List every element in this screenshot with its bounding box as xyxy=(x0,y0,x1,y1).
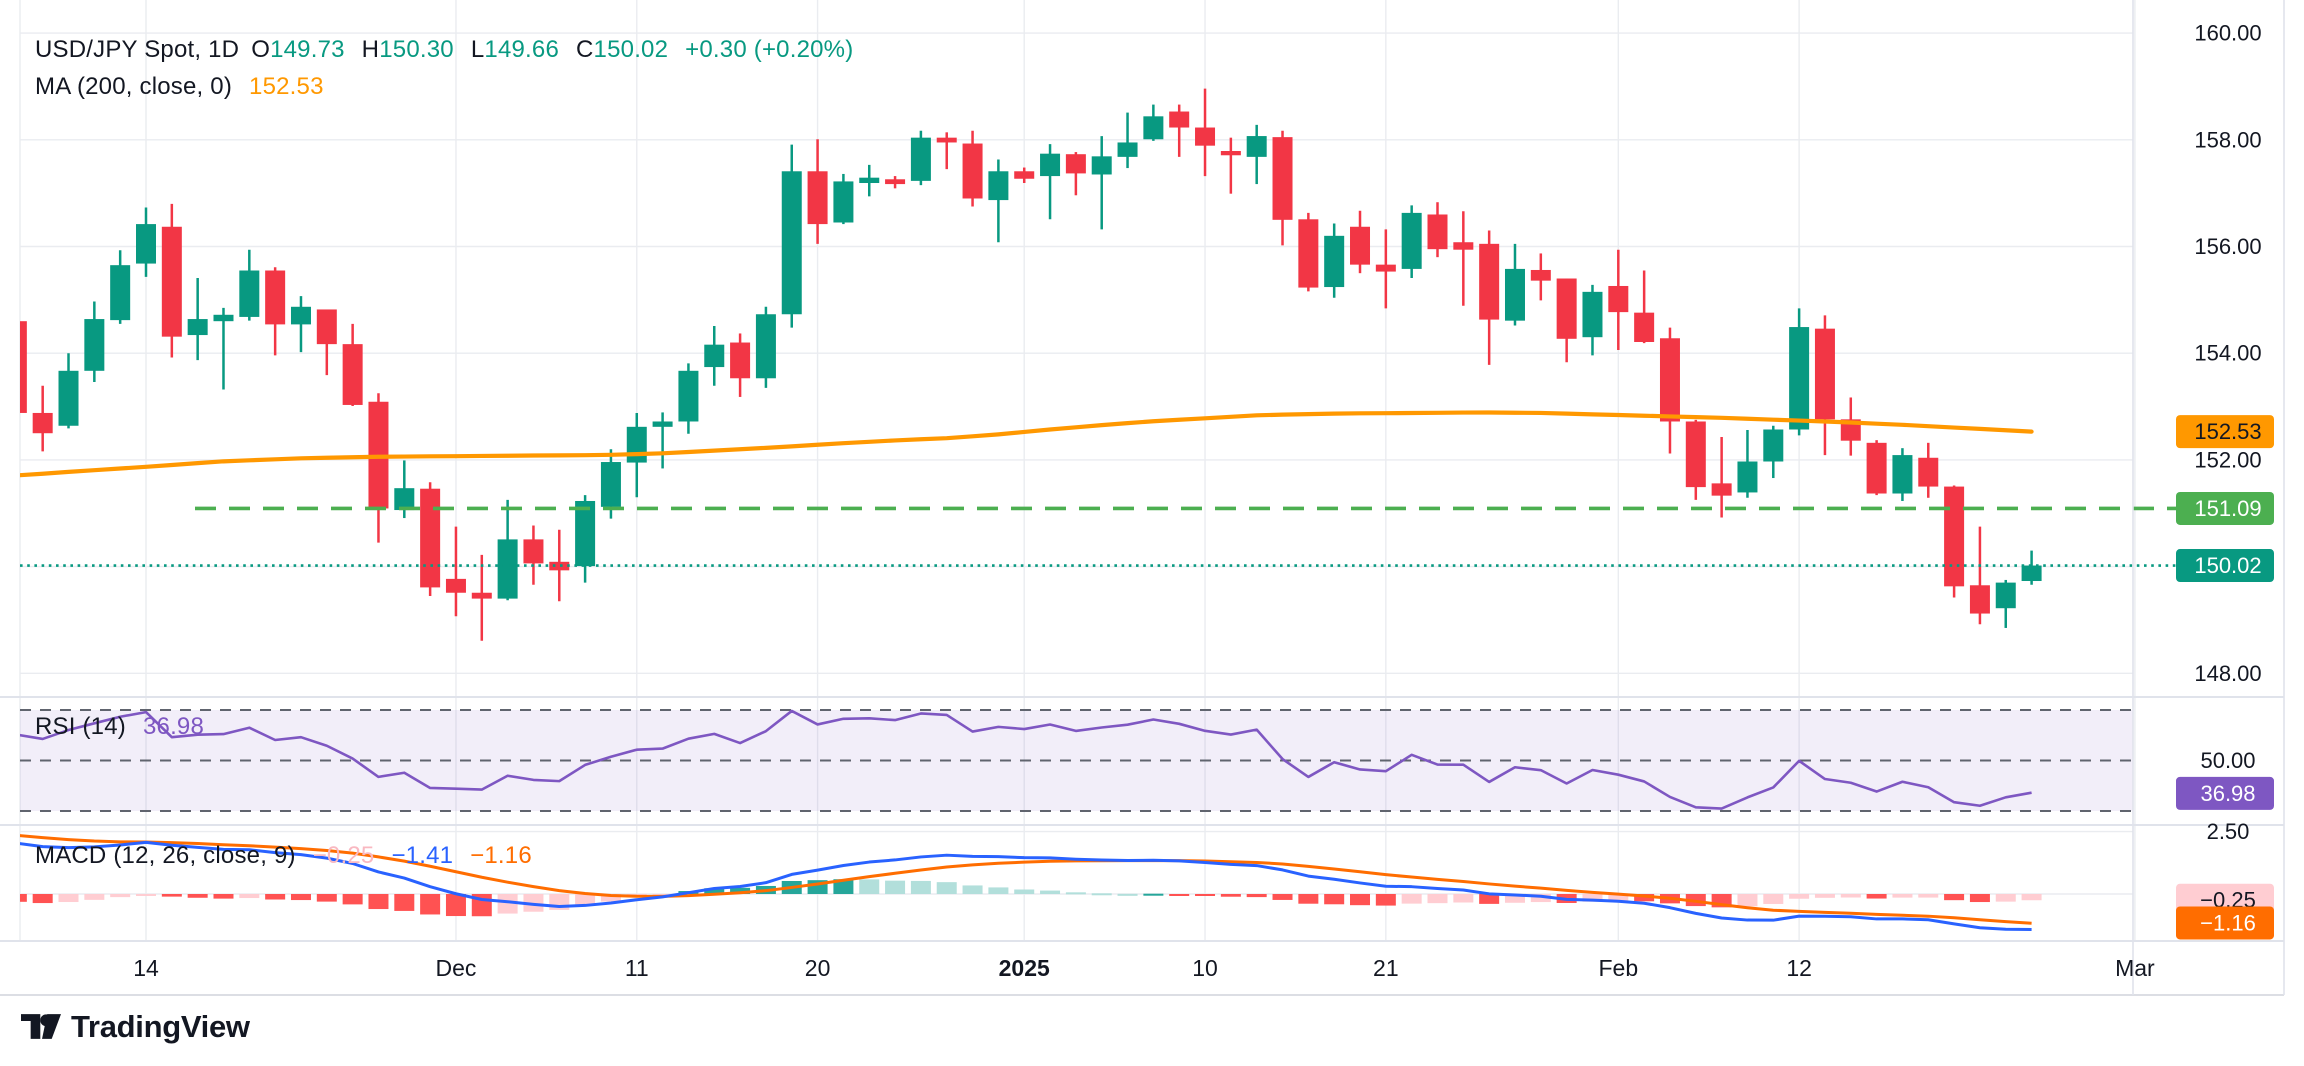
macd-legend[interactable]: MACD (12, 26, close, 9) −0.25 −1.41 −1.1… xyxy=(35,842,532,870)
symbol-title: USD/JPY Spot, 1D xyxy=(35,36,240,63)
tradingview-logo-text: TradingView xyxy=(71,1008,250,1044)
price-axis-label: 152.00 xyxy=(2194,447,2261,472)
rsi-pane xyxy=(20,709,2133,812)
time-axis-label: 12 xyxy=(1786,955,1812,981)
time-axis-label: 2025 xyxy=(999,955,1050,981)
time-axis-label: Feb xyxy=(1598,955,1638,981)
price-tag-152-53-text: 152.53 xyxy=(2194,419,2261,444)
ma-value: 152.53 xyxy=(249,73,324,100)
rsi-legend[interactable]: RSI (14) 36.98 xyxy=(35,713,204,741)
time-axis-label: 20 xyxy=(805,955,831,981)
gridlines xyxy=(19,0,2136,941)
price-axis-label: 156.00 xyxy=(2194,234,2261,259)
ma200-line xyxy=(20,410,2034,478)
high-value: 150.30 xyxy=(379,36,454,63)
rsi-tag: 36.98 xyxy=(2176,776,2274,810)
low-label: L xyxy=(470,36,485,63)
ma-title: MA (200, close, 0) xyxy=(35,73,233,100)
rsi-value: 36.98 xyxy=(142,713,205,740)
time-axis-label: Mar xyxy=(2115,955,2155,981)
price-tag-151-09: 151.09 xyxy=(2176,491,2274,525)
time-axis[interactable]: 14 Dec 11 20 2025 10 21 Feb 12 Mar xyxy=(133,955,2155,981)
time-axis-label: 11 xyxy=(625,955,649,981)
rsi-axis-label: 50.00 xyxy=(2200,748,2255,773)
macd-tag-text: −1.16 xyxy=(2200,910,2256,935)
macd-tag: −1.16 xyxy=(2176,906,2274,940)
ma-legend[interactable]: MA (200, close, 0) 152.53 xyxy=(35,73,324,101)
macd-hist-value: −0.25 xyxy=(312,842,375,869)
price-axis-label: 154.00 xyxy=(2194,341,2261,366)
price-axis-label: 148.00 xyxy=(2194,661,2261,686)
tradingview-logo[interactable]: TradingView xyxy=(21,1008,250,1045)
time-axis-label: 10 xyxy=(1192,955,1218,981)
pane-separators[interactable] xyxy=(0,0,2285,996)
change-value: +0.30 (+0.20%) xyxy=(685,36,854,63)
price-axis[interactable]: 160.00 158.00 156.00 154.00 152.00 148.00 50.0… xyxy=(2176,21,2274,940)
price-tag-150-02-text: 150.02 xyxy=(2194,553,2261,578)
time-axis-label: Dec xyxy=(436,955,477,981)
macd-histogram xyxy=(20,879,2042,917)
rsi-title: RSI (14) xyxy=(35,713,126,740)
price-tag-152-53: 152.53 xyxy=(2176,415,2274,449)
open-label: O xyxy=(251,36,271,63)
macd-line xyxy=(20,840,2032,931)
macd-signal-line xyxy=(20,834,2032,925)
macd-axis-label: 2.50 xyxy=(2207,819,2250,844)
tradingview-logo-icon xyxy=(21,1014,61,1039)
close-label: C xyxy=(576,36,594,63)
price-tag-150-02: 150.02 xyxy=(2176,549,2274,583)
price-axis-label: 160.00 xyxy=(2194,21,2261,46)
rsi-line xyxy=(20,709,2032,810)
time-axis-label: 21 xyxy=(1373,955,1399,981)
high-label: H xyxy=(361,36,380,63)
macd-line-value: −1.41 xyxy=(391,842,454,869)
open-value: 149.73 xyxy=(270,36,345,63)
price-axis-label: 158.00 xyxy=(2194,127,2261,152)
close-value: 150.02 xyxy=(593,36,669,63)
time-axis-label: 14 xyxy=(133,955,159,981)
rsi-tag-text: 36.98 xyxy=(2200,781,2255,806)
macd-title: MACD (12, 26, close, 9) xyxy=(35,842,296,869)
price-tag-151-09-text: 151.09 xyxy=(2194,496,2261,521)
macd-signal-value: −1.16 xyxy=(470,842,532,869)
low-value: 149.66 xyxy=(484,36,559,63)
candles-layer xyxy=(20,88,2042,641)
symbol-legend[interactable]: USD/JPY Spot, 1D O 149.73 H 150.30 L 149.66… xyxy=(35,36,853,64)
